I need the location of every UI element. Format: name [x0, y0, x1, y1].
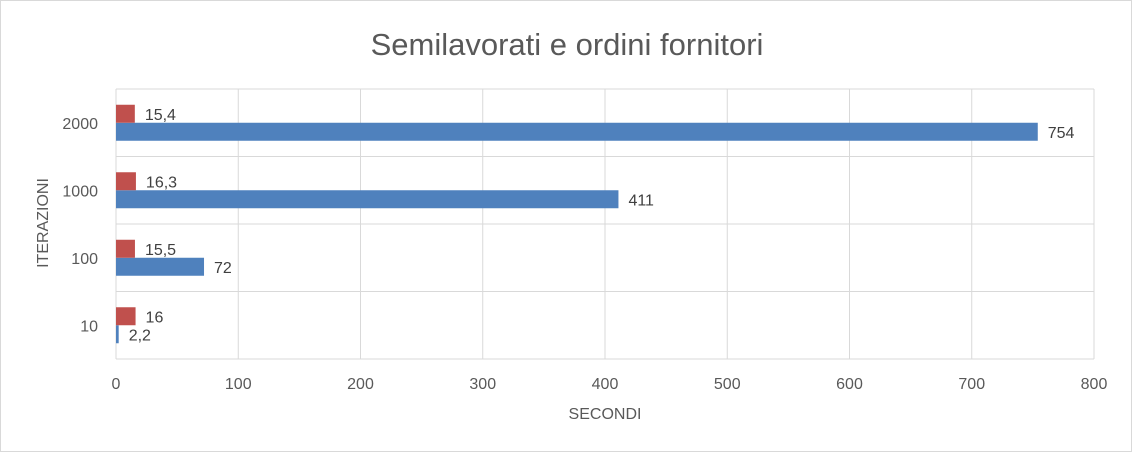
bar-data-label: 15,4 [145, 107, 176, 124]
bar-data-label: 72 [214, 260, 232, 277]
x-tick-label: 500 [714, 376, 741, 393]
bars [116, 104, 1038, 344]
bar [116, 122, 1038, 141]
chart-title: Semilavorati e ordini fornitori [371, 27, 764, 62]
y-tick-label: 1000 [62, 183, 98, 200]
x-tick-label: 300 [469, 376, 496, 393]
y-tick-label: 2000 [62, 116, 98, 133]
bar [116, 104, 135, 123]
bar-data-label: 754 [1048, 125, 1075, 142]
bar-data-label: 16,3 [146, 174, 177, 191]
y-tick-label: 10 [80, 318, 98, 335]
x-tick-label: 600 [836, 376, 863, 393]
bar [116, 257, 205, 276]
x-tick-label: 800 [1081, 376, 1108, 393]
bar [116, 325, 119, 344]
y-tick-label: 100 [71, 251, 98, 268]
bar [116, 239, 135, 258]
data-labels: 2,216 72 15,5 411 16,3 754 15,4 [129, 107, 1075, 345]
bar-data-label: 2,2 [129, 327, 151, 344]
x-tick-label: 700 [958, 376, 985, 393]
x-tick-label: 200 [347, 376, 374, 393]
bar-data-label: 16 [146, 309, 164, 326]
bar [116, 307, 136, 326]
x-tick-label: 400 [592, 376, 619, 393]
bar-data-label: 15,5 [145, 242, 176, 259]
bar [116, 190, 619, 209]
bar-data-label: 411 [628, 192, 654, 209]
tick-labels: 0 100 200 300 400 500 600 700 800 10 100 1000 2000 [62, 116, 1107, 393]
x-tick-label: 0 [112, 376, 121, 393]
x-axis-label: SECONDI [569, 406, 642, 423]
bar [116, 172, 136, 191]
x-tick-label: 100 [225, 376, 252, 393]
y-axis-label: ITERAZIONI [35, 178, 52, 268]
